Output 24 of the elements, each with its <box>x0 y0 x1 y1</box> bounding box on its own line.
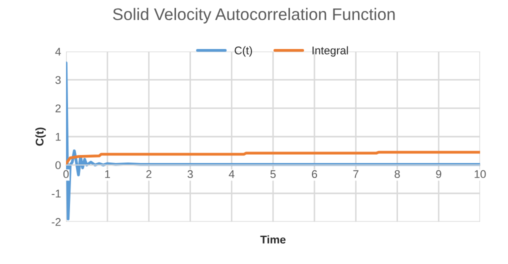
chart-title: Solid Velocity Autocorrelation Function <box>113 8 395 24</box>
legend-label: Integral <box>312 46 348 57</box>
x-tick-label: 5 <box>270 170 276 178</box>
y-tick-label: -2 <box>52 218 61 226</box>
x-tick-label: 3 <box>188 170 193 178</box>
line-series <box>66 150 480 165</box>
x-tick-label: 7 <box>353 170 358 178</box>
x-tick-label: 6 <box>312 170 318 178</box>
x-tick-label: 1 <box>105 170 110 178</box>
x-axis-title: Time <box>260 235 286 244</box>
legend-label: C(t) <box>234 46 252 57</box>
y-tick-label: 4 <box>55 48 61 56</box>
x-tick-label: 2 <box>146 170 152 178</box>
y-axis-title: C(t) <box>35 128 46 146</box>
x-tick-label: 10 <box>474 170 486 178</box>
y-tick-label: 3 <box>55 76 61 84</box>
y-tick-label: -1 <box>52 190 61 198</box>
y-tick-label: 2 <box>56 104 61 112</box>
y-tick-label: 0 <box>55 161 61 170</box>
x-tick-label: 8 <box>394 170 400 178</box>
x-tick-label: 9 <box>436 170 442 178</box>
y-tick-label: 1 <box>56 133 61 141</box>
x-tick-label: 4 <box>228 170 234 178</box>
x-tick-label: 0 <box>63 170 69 178</box>
